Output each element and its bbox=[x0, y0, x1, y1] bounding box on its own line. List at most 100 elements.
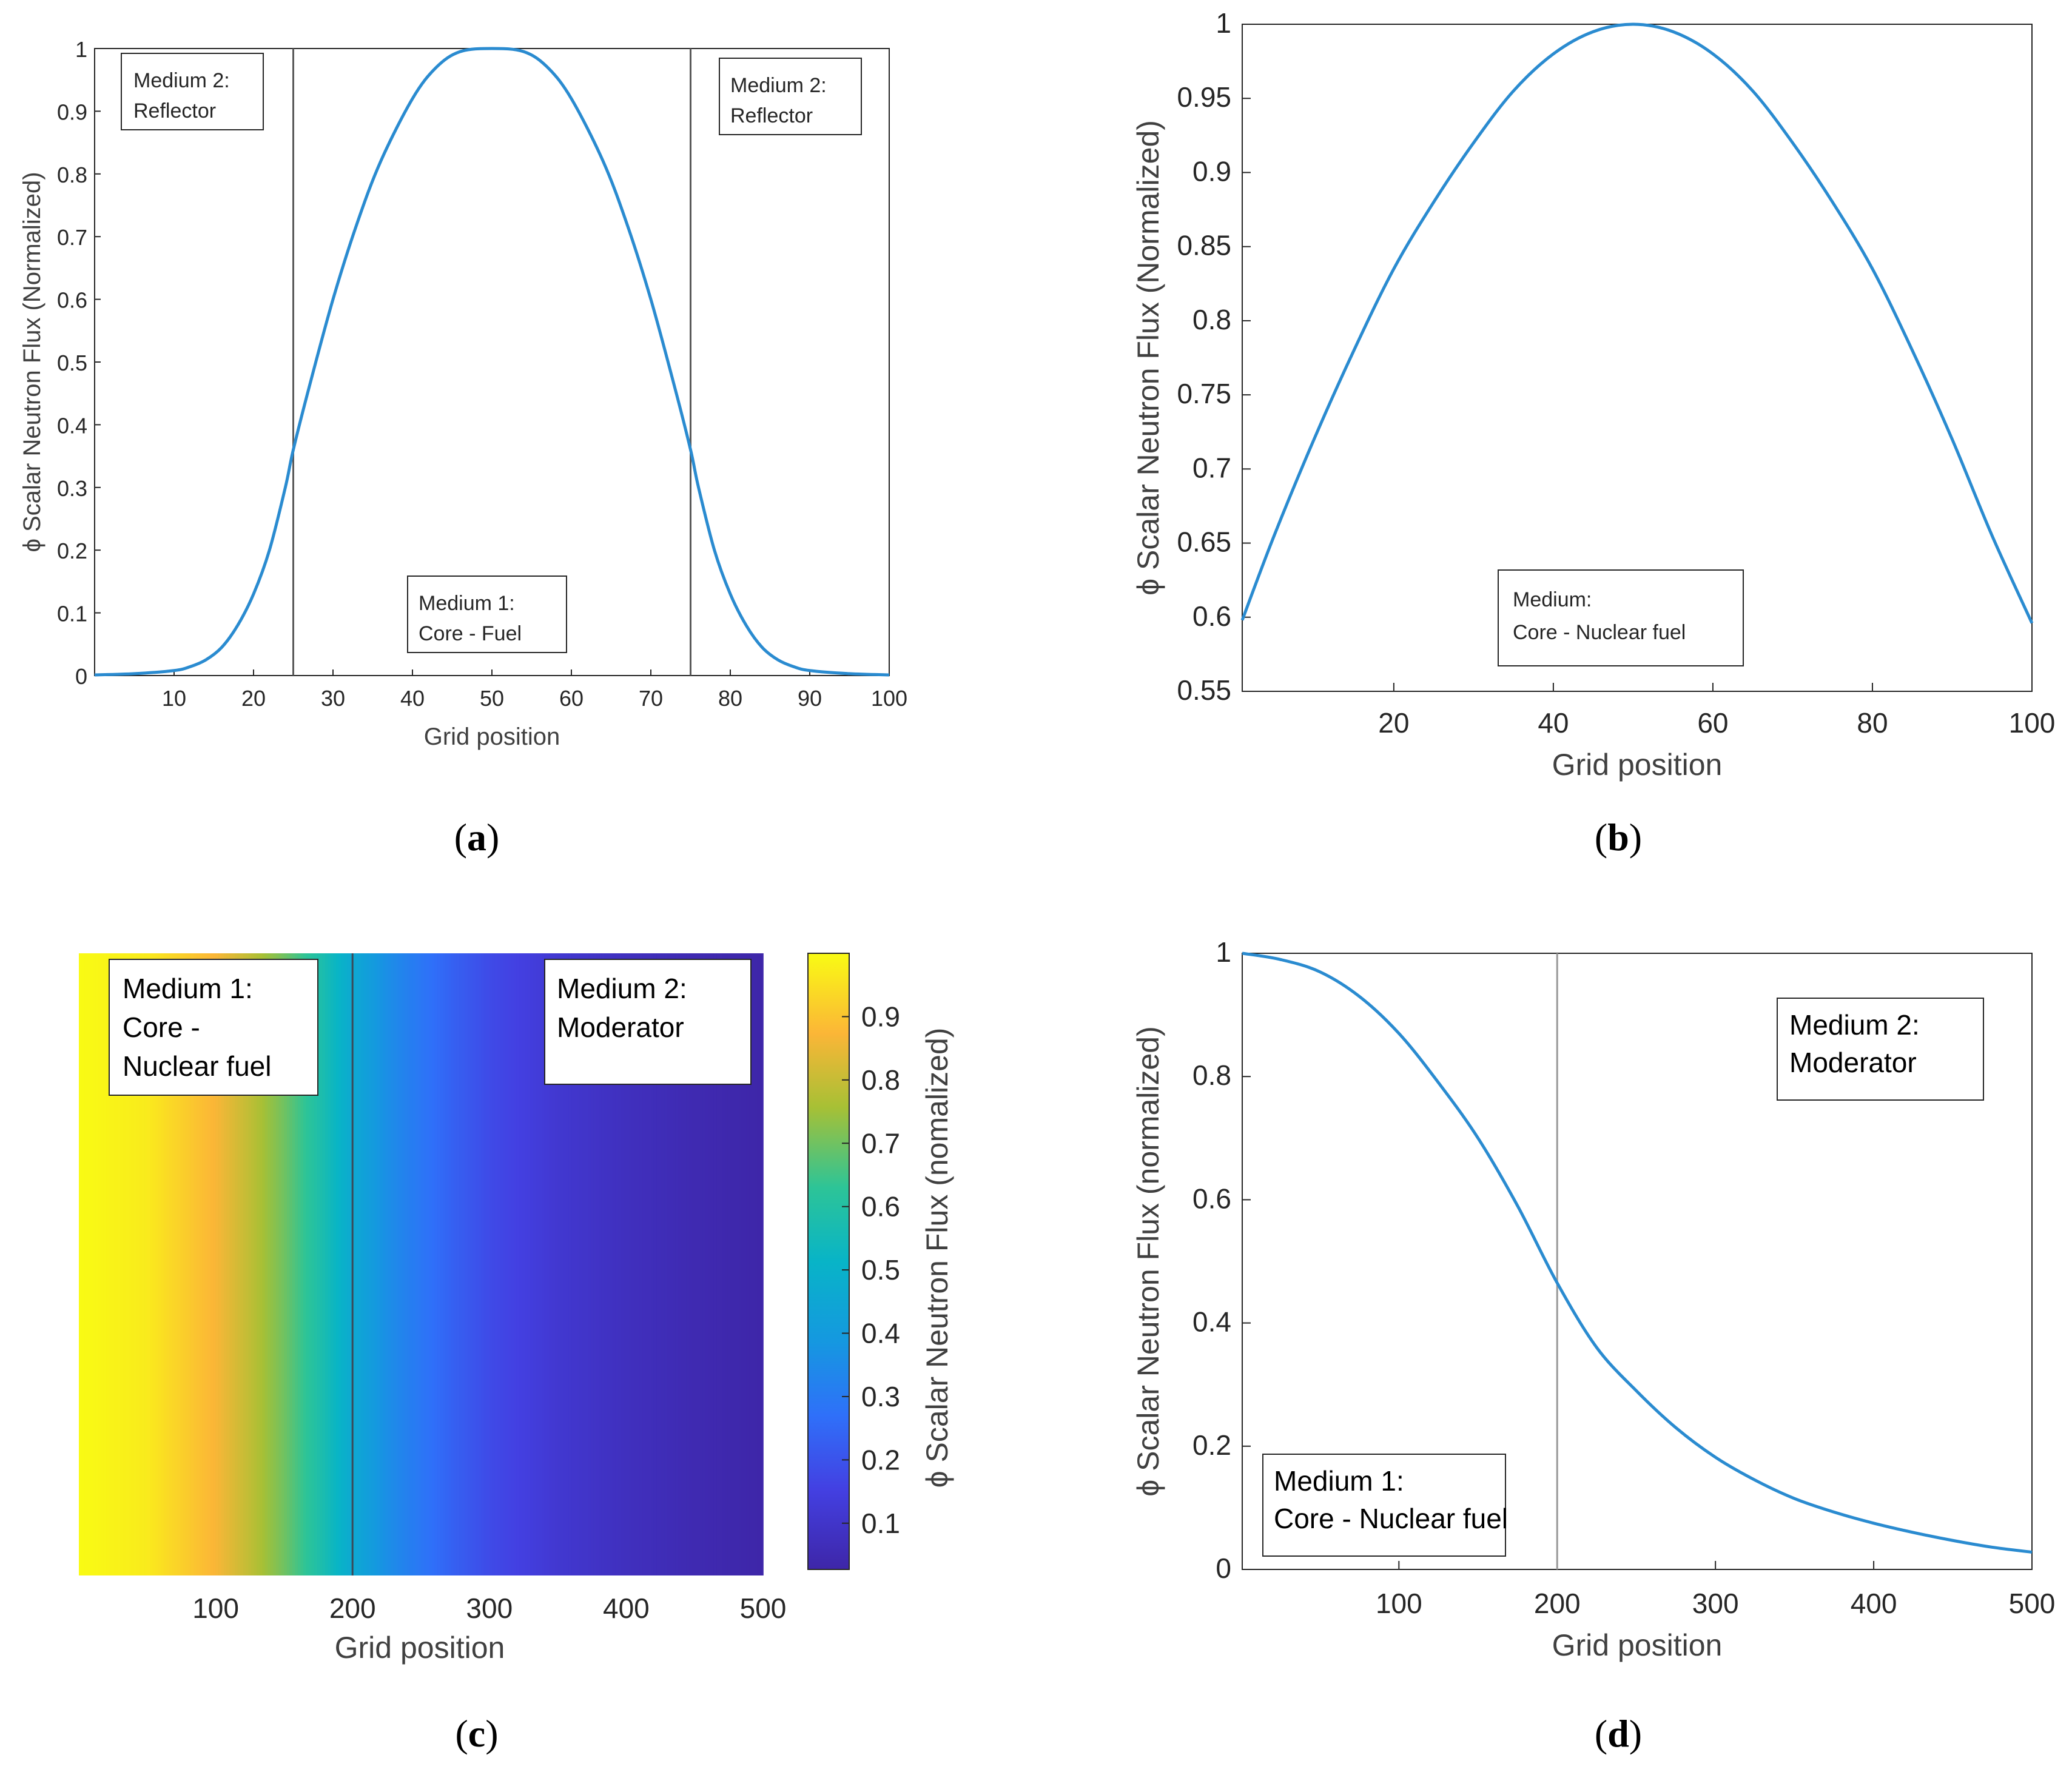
heatmap-cell bbox=[705, 953, 709, 1575]
heatmap-cell bbox=[152, 953, 156, 1575]
heatmap-cell bbox=[322, 953, 326, 1575]
heatmap-cell bbox=[489, 953, 493, 1575]
heatmap-cell bbox=[103, 953, 107, 1575]
panel-b-annotation-core: Medium: Core - Nuclear fuel bbox=[1498, 569, 1744, 666]
heatmap-cell bbox=[563, 953, 567, 1575]
heatmap-cell bbox=[577, 953, 580, 1575]
heatmap-cell bbox=[626, 953, 630, 1575]
heatmap-cell bbox=[610, 953, 613, 1575]
heatmap-cell bbox=[741, 953, 745, 1575]
panel-a-annotation-reflector-left: Medium 2: Reflector bbox=[121, 53, 264, 130]
heatmap-cell bbox=[511, 953, 515, 1575]
heatmap-cell bbox=[281, 953, 285, 1575]
heatmap-cell bbox=[226, 953, 230, 1575]
panel-a-xticks: 10 20 30 40 50 60 70 80 90 100 bbox=[162, 669, 907, 711]
x-tick-label: 300 bbox=[466, 1592, 513, 1624]
heatmap-cell bbox=[585, 953, 589, 1575]
heatmap-cell bbox=[752, 953, 756, 1575]
x-tick-label: 100 bbox=[2009, 707, 2056, 739]
y-tick-label: 0.4 bbox=[57, 413, 87, 438]
heatmap-cell bbox=[637, 953, 641, 1575]
heatmap-cell bbox=[320, 953, 323, 1575]
heatmap-cell bbox=[404, 953, 408, 1575]
heatmap-cell bbox=[470, 953, 474, 1575]
heatmap-cell bbox=[621, 953, 624, 1575]
heatmap-cell bbox=[84, 953, 88, 1575]
heatmap-cell bbox=[678, 953, 682, 1575]
y-tick-label: 1 bbox=[1216, 936, 1231, 968]
heatmap-cell bbox=[333, 953, 337, 1575]
heatmap-cell bbox=[190, 953, 195, 1575]
heatmap-cell bbox=[492, 953, 496, 1575]
heatmap-cell bbox=[462, 953, 465, 1575]
heatmap-cell bbox=[391, 953, 394, 1575]
heatmap-cell bbox=[374, 953, 378, 1575]
heatmap-cell bbox=[92, 953, 96, 1575]
y-tick-label: 0.1 bbox=[57, 602, 87, 626]
heatmap-cell bbox=[749, 953, 753, 1575]
heatmap-cell bbox=[90, 953, 93, 1575]
heatmap-cell bbox=[527, 953, 531, 1575]
annotation-line: Reflector bbox=[133, 99, 216, 122]
heatmap-cell bbox=[544, 953, 548, 1575]
heatmap-cell bbox=[278, 953, 282, 1575]
heatmap-cell bbox=[440, 953, 443, 1575]
y-tick-label: 1 bbox=[75, 37, 87, 62]
heatmap-cell bbox=[459, 953, 463, 1575]
panel-a-caption: (a) bbox=[454, 816, 500, 859]
panel-c-annotation-core: Medium 1: Core - Nuclear fuel bbox=[109, 959, 318, 1096]
heatmap-cell bbox=[409, 953, 414, 1575]
heatmap-cell bbox=[566, 953, 570, 1575]
y-tick-label: 0.5 bbox=[57, 351, 87, 375]
heatmap-cell bbox=[516, 953, 520, 1575]
heatmap-cell bbox=[169, 953, 173, 1575]
heatmap-cell bbox=[702, 953, 707, 1575]
panel-b-ylabel: ϕ Scalar Neutron Flux (Normalized) bbox=[1131, 120, 1165, 596]
x-tick-label: 100 bbox=[871, 686, 907, 711]
panel-d-yticks: 0 0.2 0.4 0.6 0.8 1 bbox=[1192, 936, 1251, 1584]
colorbar-tick-label: 0.6 bbox=[861, 1191, 900, 1223]
panel-a-annotation-reflector-right: Medium 2: Reflector bbox=[719, 58, 862, 135]
heatmap-cell bbox=[486, 953, 490, 1575]
panel-d-xticks: 100 200 300 400 500 bbox=[1376, 1561, 2055, 1619]
heatmap-cell bbox=[210, 953, 214, 1575]
heatmap-cell bbox=[503, 953, 506, 1575]
heatmap-cell bbox=[733, 953, 736, 1575]
heatmap-cell bbox=[505, 953, 510, 1575]
panel-c-annotation-moderator: Medium 2: Moderator bbox=[544, 959, 752, 1085]
heatmap-cell bbox=[664, 953, 668, 1575]
heatmap-cell bbox=[656, 953, 660, 1575]
heatmap-cell bbox=[550, 953, 553, 1575]
heatmap-cell bbox=[555, 953, 559, 1575]
heatmap-cell bbox=[292, 953, 296, 1575]
heatmap-cell bbox=[246, 953, 249, 1575]
annotation-line: Reflector bbox=[730, 104, 813, 127]
heatmap-cell bbox=[443, 953, 446, 1575]
heatmap-cell bbox=[522, 953, 526, 1575]
heatmap-cell bbox=[185, 953, 189, 1575]
heatmap-cell bbox=[473, 953, 477, 1575]
heatmap-cell bbox=[557, 953, 561, 1575]
heatmap-cell bbox=[508, 953, 512, 1575]
heatmap-cell bbox=[456, 953, 460, 1575]
x-tick-label: 400 bbox=[603, 1592, 650, 1624]
heatmap-cell bbox=[136, 953, 140, 1575]
x-tick-label: 100 bbox=[192, 1592, 239, 1624]
heatmap-cell bbox=[262, 953, 266, 1575]
heatmap-cell bbox=[757, 953, 761, 1575]
heatmap-cell bbox=[101, 953, 104, 1575]
heatmap-cell bbox=[183, 953, 186, 1575]
heatmap-cell bbox=[744, 953, 747, 1575]
heatmap-cell bbox=[481, 953, 485, 1575]
y-tick-label: 0.8 bbox=[57, 163, 87, 187]
heatmap-cell bbox=[147, 953, 151, 1575]
heatmap-cell bbox=[385, 953, 389, 1575]
heatmap-cell bbox=[259, 953, 263, 1575]
heatmap-cell bbox=[215, 953, 219, 1575]
heatmap-cell bbox=[251, 953, 255, 1575]
heatmap-cell bbox=[125, 953, 129, 1575]
panel-b: 0.55 0.6 0.65 0.7 0.75 0.8 0.85 0.9 0.95 1 20 40 60… bbox=[1131, 7, 2055, 859]
heatmap-cell bbox=[158, 953, 162, 1575]
y-tick-label: 1 bbox=[1216, 7, 1231, 39]
